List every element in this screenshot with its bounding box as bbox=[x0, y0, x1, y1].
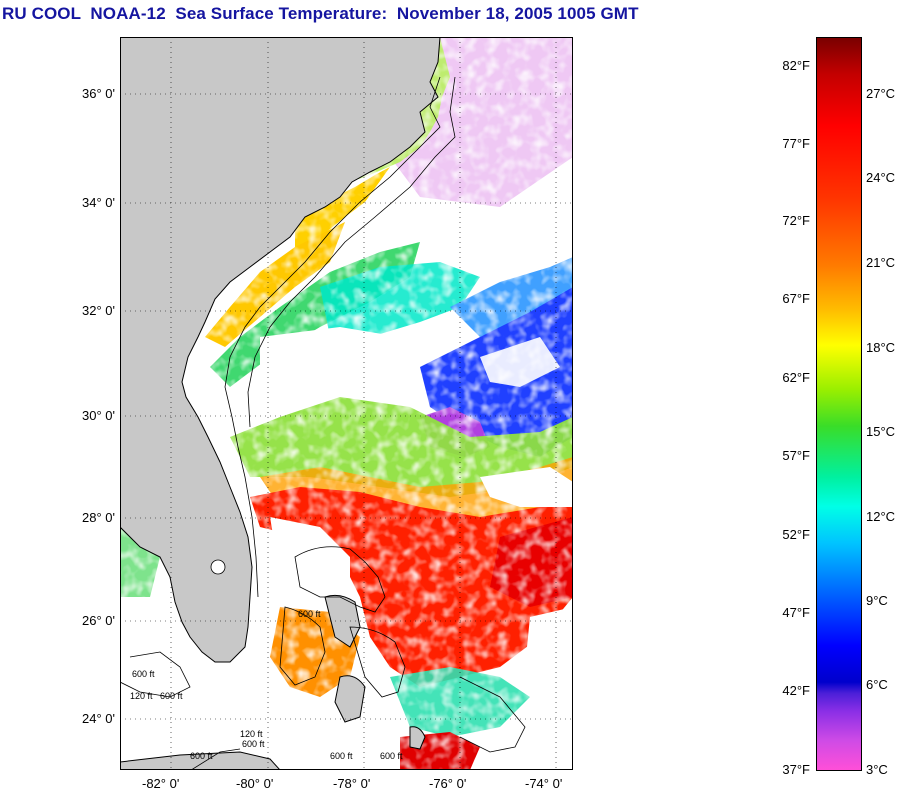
colorbar-f-label: 52°F bbox=[782, 527, 810, 542]
colorbar-c-label: 9°C bbox=[866, 593, 888, 608]
lat-label-32: 32° 0' bbox=[82, 303, 115, 318]
colorbar-f-label: 47°F bbox=[782, 605, 810, 620]
colorbar-f-label: 82°F bbox=[782, 58, 810, 73]
colorbar-f-label: 62°F bbox=[782, 370, 810, 385]
lon-label-78: -78° 0' bbox=[333, 776, 371, 791]
contour-label: 600 ft bbox=[242, 739, 265, 749]
sst-map: 600 ft 120 ft 600 ft 600 ft 120 ft 600 f… bbox=[120, 37, 573, 770]
lat-label-30: 30° 0' bbox=[82, 408, 115, 423]
contour-label: 600 ft bbox=[330, 751, 353, 761]
sst-map-canvas: 600 ft 120 ft 600 ft 600 ft 120 ft 600 f… bbox=[120, 37, 573, 770]
contour-label: 600 ft bbox=[160, 691, 183, 701]
lat-label-28: 28° 0' bbox=[82, 510, 115, 525]
colorbar-c-label: 24°C bbox=[866, 170, 896, 185]
lon-label-82: -82° 0' bbox=[142, 776, 180, 791]
colorbar-f-label: 72°F bbox=[782, 213, 810, 228]
contour-labels: 600 ft 120 ft 600 ft 600 ft 120 ft 600 f… bbox=[130, 609, 403, 761]
colorbar-f-label: 77°F bbox=[782, 136, 810, 151]
contour-label: 600 ft bbox=[298, 609, 321, 619]
map-title: RU COOL NOAA-12 Sea Surface Temperature:… bbox=[2, 4, 639, 23]
colorbar-c-label: 12°C bbox=[866, 509, 896, 524]
contour-label: 600 ft bbox=[190, 751, 213, 761]
colorbar-f-label: 37°F bbox=[782, 762, 810, 777]
colorbar-f-label: 42°F bbox=[782, 683, 810, 698]
colorbar-c-label: 6°C bbox=[866, 677, 888, 692]
colorbar-c-label: 15°C bbox=[866, 424, 896, 439]
contour-label: 600 ft bbox=[380, 751, 403, 761]
lat-label-24: 24° 0' bbox=[82, 711, 115, 726]
bathymetry-contours bbox=[120, 76, 526, 770]
lat-label-34: 34° 0' bbox=[82, 195, 115, 210]
colorbar-f-label: 57°F bbox=[782, 448, 810, 463]
colorbar-c-label: 3°C bbox=[866, 762, 888, 777]
colorbar-f-label: 67°F bbox=[782, 291, 810, 306]
contour-label: 120 ft bbox=[240, 729, 263, 739]
lat-label-26: 26° 0' bbox=[82, 613, 115, 628]
lat-label-36: 36° 0' bbox=[82, 86, 115, 101]
land bbox=[120, 37, 441, 770]
contour-label: 120 ft bbox=[130, 691, 153, 701]
colorbar-c-label: 27°C bbox=[866, 86, 896, 101]
colorbar-c-label: 18°C bbox=[866, 340, 896, 355]
colorbar-c-label: 21°C bbox=[866, 255, 896, 270]
lon-label-76: -76° 0' bbox=[429, 776, 467, 791]
lat-lon-grid bbox=[120, 37, 573, 770]
contour-label: 600 ft bbox=[132, 669, 155, 679]
temperature-colorbar bbox=[816, 37, 862, 771]
lon-label-80: -80° 0' bbox=[236, 776, 274, 791]
lon-label-74: -74° 0' bbox=[525, 776, 563, 791]
